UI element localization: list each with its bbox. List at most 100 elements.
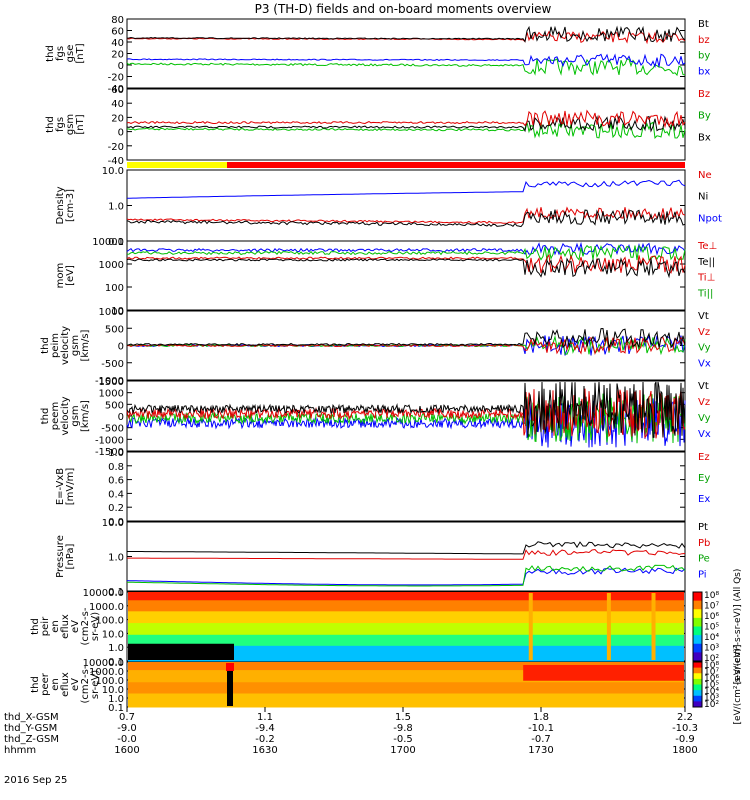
legend-item: Ez xyxy=(698,452,710,463)
x-row-value: -9.8 xyxy=(393,723,413,734)
pe-trace xyxy=(127,564,686,587)
y-axis-label: eV xyxy=(70,620,81,633)
x-row-label: hhmm xyxy=(4,745,36,756)
x-row-value: -0.7 xyxy=(531,734,551,745)
legend-item: Pe xyxy=(698,554,710,565)
legend-item: Vy xyxy=(698,343,711,354)
spectrogram-active xyxy=(523,665,684,681)
vx-trace xyxy=(126,398,686,448)
colorbar-segment xyxy=(693,690,702,697)
pt-trace xyxy=(127,541,686,555)
y-axis-label: thd xyxy=(40,337,51,354)
x-axis: thd_X-GSM 0.7 1.1 1.5 1.8 2.2 thd_Y-GSM -9.0 -9.… xyxy=(4,707,698,756)
y-tick-label: 0.1 xyxy=(108,657,124,668)
spectrogram-band xyxy=(128,623,684,636)
x-row-value: -10.3 xyxy=(672,723,698,734)
colorbar-tick-label: 10³ xyxy=(704,644,719,654)
colorbar-tick-label: 10⁸ xyxy=(704,661,719,671)
y-axis-label: [km/s] xyxy=(80,400,91,432)
colorbar-label: [eV/(cm²-s-sr-eV)] xyxy=(733,644,743,724)
legend-item: Pt xyxy=(698,522,708,533)
y-axis-label: peem xyxy=(50,402,61,430)
y-axis-label: sr-eV) xyxy=(90,612,101,641)
legend-item: By xyxy=(698,111,711,122)
colorbar-tick-label: 10⁶ xyxy=(704,674,719,684)
legend-item: Te|| xyxy=(697,257,715,268)
y-axis-label: gsm xyxy=(70,405,81,426)
colorbar-segment xyxy=(693,695,702,702)
y-tick-label: 10000.0 xyxy=(83,658,124,669)
y-tick-label: 100 xyxy=(105,283,124,294)
x-row-value: 1.5 xyxy=(395,712,411,723)
y-axis-label: (cm2-s- xyxy=(80,665,91,703)
x-row-value: -0.9 xyxy=(675,734,695,745)
y-tick-label: 1.0 xyxy=(108,202,124,213)
panel-4: 10000 1000 100 10 mom [eV] Te⊥ Te|| Ti⊥ Ti|| xyxy=(55,237,717,317)
vz-trace xyxy=(126,388,686,439)
x-row-value: -0.5 xyxy=(393,734,413,745)
y-tick-label: 1000 xyxy=(99,307,124,318)
y-tick-label: 1.0 xyxy=(108,694,124,705)
y-tick-label: -1000 xyxy=(95,376,124,387)
figure-title: P3 (TH-D) fields and on-board moments ov… xyxy=(255,2,552,16)
legend-item: Vz xyxy=(698,397,710,408)
y-axis-label: en xyxy=(50,620,61,633)
legend-item: bx xyxy=(698,66,710,77)
colorbar-segment xyxy=(693,662,702,669)
y-axis-label: thd xyxy=(30,676,41,693)
panel-2: 60 40 20 0 -20 -40 thd fgs gsm [nT] Bz By Bx xyxy=(45,85,711,167)
legend-item: Vt xyxy=(698,311,709,322)
panel-frame xyxy=(126,18,686,89)
y-axis-label: [nT] xyxy=(75,114,86,134)
y-tick-label: 10 xyxy=(111,306,124,317)
legend-item: Bz xyxy=(698,89,710,100)
colorbar-tick-label: 10⁴ xyxy=(704,687,719,697)
y-tick-label: -1500 xyxy=(95,447,124,458)
x-row-label: thd_Y-GSM xyxy=(4,723,57,734)
x-row-value: 2.2 xyxy=(677,712,693,723)
ni-trace xyxy=(126,209,686,228)
y-tick-label: 0.1 xyxy=(108,587,124,598)
y-tick-label: 0 xyxy=(118,61,124,72)
bz-trace xyxy=(126,109,686,129)
spectrogram-burst xyxy=(528,593,533,660)
legend-item: Vy xyxy=(698,413,711,424)
y-tick-label: 1.0 xyxy=(108,448,124,459)
y-axis-label: fgs xyxy=(55,46,66,61)
legend-item: Pi xyxy=(698,569,707,580)
legend-item: Ne xyxy=(698,170,712,181)
legend-item: Te⊥ xyxy=(697,241,717,252)
bx-trace xyxy=(126,58,686,77)
colorbar-segment xyxy=(693,652,702,662)
x-row-value: 1.8 xyxy=(533,712,549,723)
colorbar-segment xyxy=(693,643,702,653)
ti-par-trace xyxy=(126,244,686,261)
y-axis-label: mom xyxy=(55,263,66,289)
spectrogram-gap xyxy=(227,663,233,706)
y-tick-label: 40 xyxy=(111,99,124,110)
colorbar-tick-label: 10² xyxy=(704,700,719,710)
y-tick-label: 20 xyxy=(111,113,124,124)
y-axis-label: thd xyxy=(30,618,41,635)
y-tick-label: 0.6 xyxy=(108,476,124,487)
y-tick-label: 10.0 xyxy=(102,629,124,640)
colorbar-segment xyxy=(693,684,702,691)
bt-trace xyxy=(126,25,686,43)
y-tick-label: 500 xyxy=(105,324,124,335)
y-tick-label: 10000.0 xyxy=(83,588,124,599)
y-tick-label: 1000.0 xyxy=(89,667,124,678)
legend-item: Ex xyxy=(698,494,710,505)
y-tick-label: -20 xyxy=(108,142,124,153)
y-tick-label: 0 xyxy=(118,128,124,139)
legend-item: Bx xyxy=(698,132,711,143)
te-perp-trace xyxy=(126,253,686,274)
y-axis-label: Density xyxy=(55,186,66,224)
y-tick-label: 0 xyxy=(118,342,124,353)
x-row-label: thd_X-GSM xyxy=(4,712,59,723)
y-tick-label: 20 xyxy=(111,50,124,61)
y-tick-label: -500 xyxy=(101,424,124,435)
y-axis-label: [nT] xyxy=(75,43,86,63)
colorbar-tick-label: 10³ xyxy=(704,694,719,704)
